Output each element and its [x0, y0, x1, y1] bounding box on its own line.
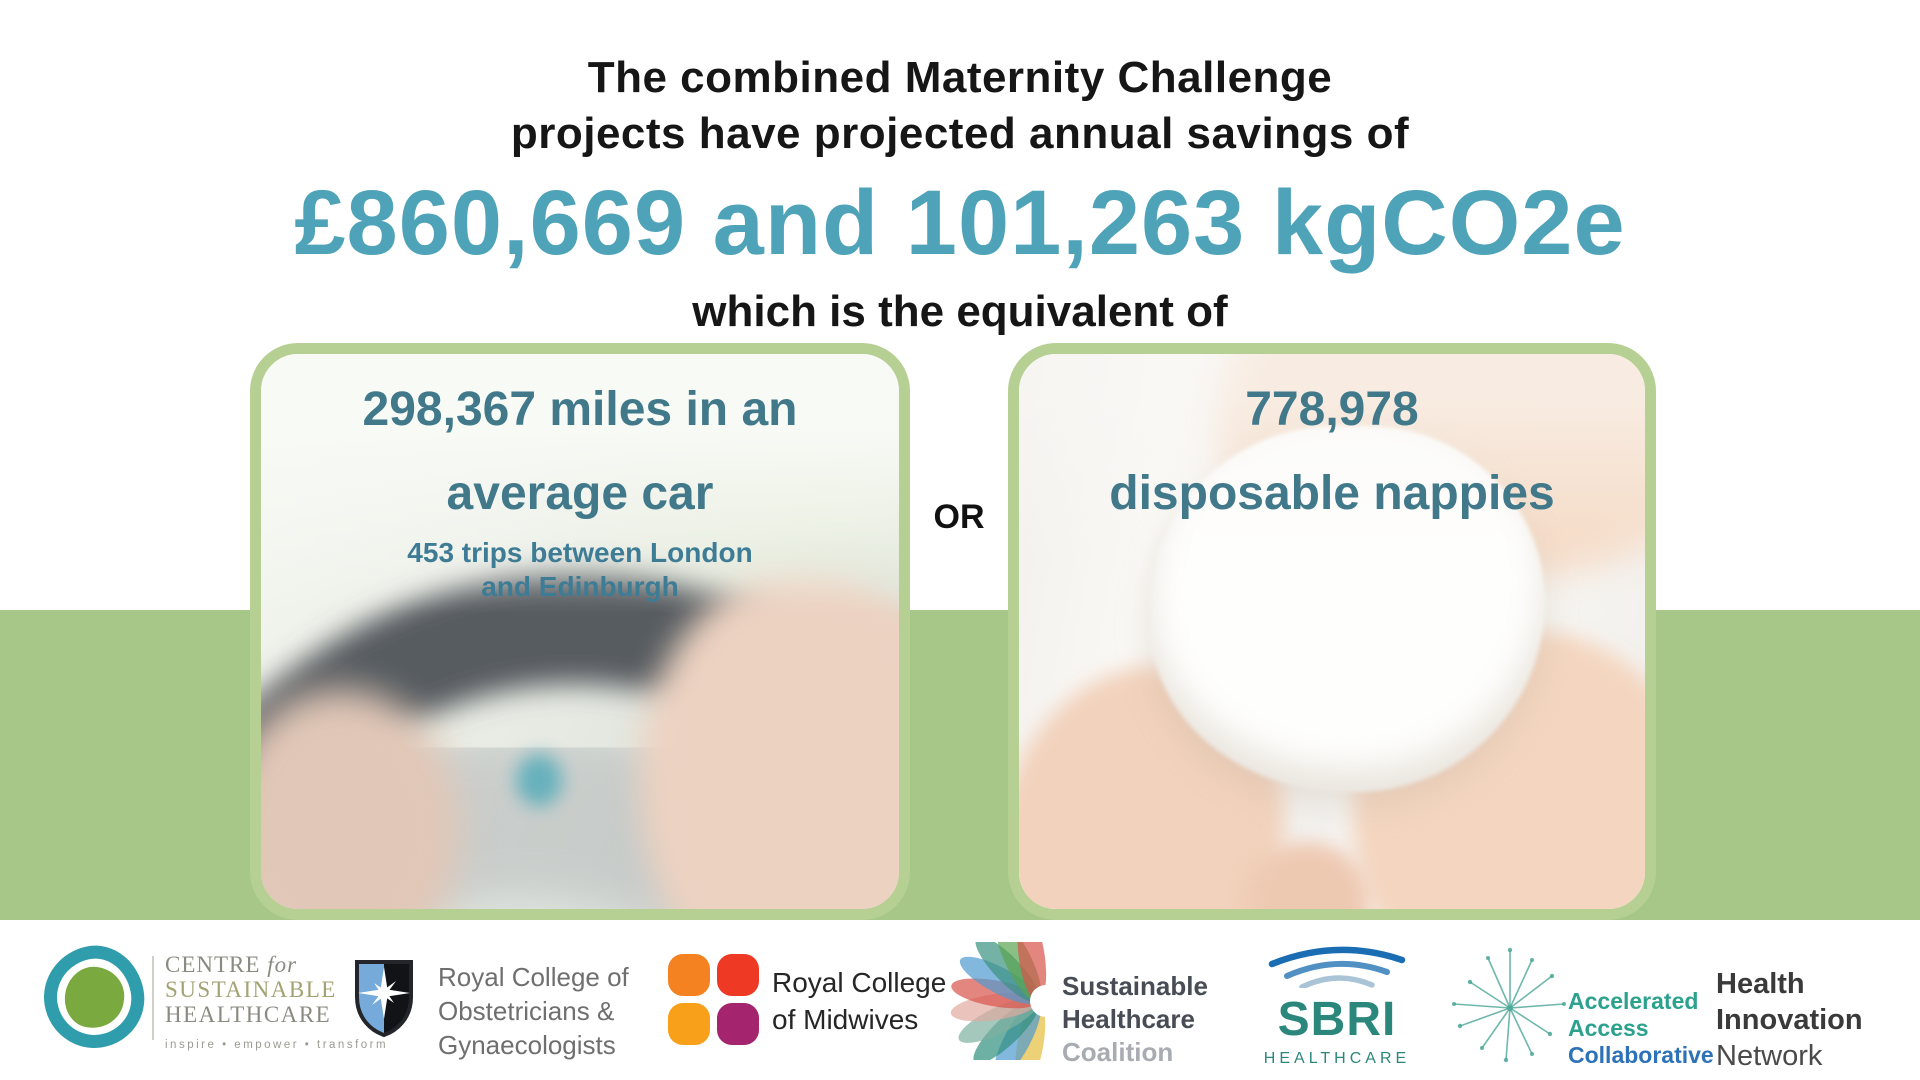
- rcog-line1: Royal College of: [438, 962, 629, 992]
- hin-line2: Innovation: [1716, 1004, 1863, 1036]
- or-label: OR: [933, 498, 985, 536]
- hin-logo-text: Health Innovation Network: [1716, 966, 1863, 1074]
- rcm-lobe-orange: [668, 954, 710, 996]
- shc-logo-text: Sustainable Healthcare Coalition: [1062, 970, 1208, 1069]
- savings-headline: £860,669 and 101,263 kgCO2e: [294, 172, 1626, 274]
- rcm-lobe-red: [717, 954, 759, 996]
- equivalent-line: which is the equivalent of: [692, 287, 1228, 336]
- shc-petals-icon: [950, 942, 1064, 1060]
- rcm-line1: Royal College: [772, 967, 947, 998]
- baby-nappy-photo: [1019, 354, 1645, 909]
- aac-line2: Access: [1568, 1015, 1649, 1041]
- car-headline-line2: average car: [446, 467, 714, 520]
- csh-line2: SUSTAINABLE: [165, 977, 337, 1002]
- shc-line1: Sustainable: [1062, 971, 1208, 1001]
- rcog-shield-icon: [355, 960, 413, 1038]
- car-subtext-line1: 453 trips between London: [407, 537, 753, 568]
- aac-line3: Collaborative: [1568, 1042, 1714, 1068]
- car-subtext-line2: and Edinburgh: [481, 571, 679, 602]
- steering-wheel-photo: [261, 354, 899, 909]
- sbri-logo: SBRI HEALTHCARE: [1262, 938, 1412, 1068]
- aac-logo-text: Accelerated Access Collaborative: [1568, 988, 1714, 1069]
- hin-line1: Health: [1716, 968, 1805, 1000]
- rcog-line3: Gynaecologists: [438, 1030, 616, 1060]
- car-headline-line1: 298,367 miles in an: [362, 383, 798, 436]
- photo-top-fade: [261, 354, 899, 614]
- teal-highlight-dot: [516, 754, 562, 806]
- csh-tagline: inspire • empower • transform: [165, 1039, 389, 1051]
- sbri-subtitle: HEALTHCARE: [1263, 1050, 1411, 1067]
- rcm-knot-icon: [668, 954, 759, 1045]
- logo-strip: CENTRE for SUSTAINABLE HEALTHCARE inspir…: [0, 920, 1920, 1080]
- shc-line2: Healthcare: [1062, 1004, 1195, 1034]
- title-line-2: projects have projected annual savings o…: [510, 109, 1410, 158]
- car-equivalent-card: 298,367 miles in an average car 453 trip…: [250, 343, 910, 920]
- car-card-text: 298,367 miles in an average car 453 trip…: [261, 354, 899, 604]
- csh-logo-text: CENTRE for SUSTAINABLE HEALTHCARE inspir…: [165, 952, 388, 1058]
- rcm-line2: of Midwives: [772, 1004, 919, 1035]
- sbri-wordmark: SBRI: [1277, 993, 1397, 1046]
- car-headline: 298,367 miles in an average car: [261, 368, 899, 536]
- sbri-arcs-icon: [1268, 946, 1406, 990]
- rcog-line2: Obstetricians &: [438, 996, 615, 1026]
- rcm-lobe-amber: [668, 1003, 710, 1045]
- shc-line3: Coalition: [1062, 1037, 1174, 1067]
- rcog-logo-text: Royal College of Obstetricians & Gynaeco…: [438, 960, 629, 1062]
- csh-line1: CENTRE for: [165, 952, 298, 977]
- csh-divider: [152, 956, 154, 1040]
- photo-top-fade: [1019, 354, 1645, 564]
- nappies-equivalent-card: 778,978 disposable nappies: [1008, 343, 1656, 920]
- rcm-logo-text: Royal College of Midwives: [772, 964, 946, 1038]
- csh-logo-icon: [35, 938, 153, 1056]
- nappies-headline-line2: disposable nappies: [1109, 467, 1555, 520]
- rcm-lobe-purple: [717, 1003, 759, 1045]
- aac-starburst-icon: [1452, 947, 1566, 1063]
- nappies-headline: 778,978 disposable nappies: [1019, 368, 1645, 536]
- csh-line3: HEALTHCARE: [165, 1002, 332, 1027]
- car-subtext: 453 trips between London and Edinburgh: [261, 536, 899, 604]
- title-line-1: The combined Maternity Challenge: [587, 53, 1333, 102]
- nappies-headline-line1: 778,978: [1245, 383, 1419, 436]
- hin-line3: Network: [1716, 1040, 1823, 1072]
- nappies-card-text: 778,978 disposable nappies: [1019, 354, 1645, 536]
- aac-line1: Accelerated: [1568, 988, 1699, 1014]
